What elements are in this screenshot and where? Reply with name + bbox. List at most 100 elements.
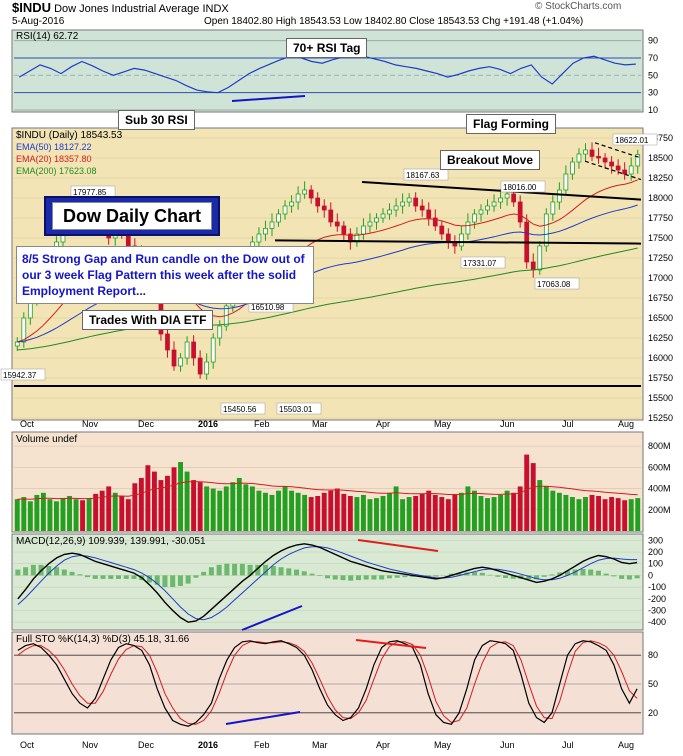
range-support-line	[274, 239, 642, 245]
volume-bar	[360, 494, 366, 531]
price-candle-body	[406, 197, 412, 203]
volume-bar	[60, 498, 66, 531]
macd-histogram-bar	[108, 575, 114, 579]
x-label-Jul: Jul	[562, 419, 574, 429]
macd-histogram-bar	[85, 575, 91, 578]
volume-bar	[125, 499, 131, 531]
price-label-15450.56: 15450.56	[223, 405, 257, 414]
breakout-callout: Breakout Move	[440, 150, 541, 170]
price-tick-18750: 18750	[648, 133, 673, 143]
ema20-legend: EMA(20) 18357.80	[16, 154, 92, 164]
price-candle-body	[269, 221, 275, 229]
volume-bar	[243, 484, 249, 531]
volume-bar	[191, 480, 197, 531]
volume-bar	[406, 497, 412, 531]
macd-tick--300: -300	[648, 605, 666, 615]
price-label-box	[220, 402, 266, 415]
price-candle-body	[217, 325, 223, 339]
macd-histogram-bar	[201, 571, 207, 576]
price-label-box	[534, 277, 580, 290]
macd-histogram-bar	[247, 564, 253, 576]
price-tick-15750: 15750	[648, 373, 673, 383]
macd-histogram-bar	[162, 575, 168, 588]
price-candle-body	[583, 149, 588, 155]
volume-bar	[315, 495, 321, 531]
price-candle-body	[517, 201, 523, 223]
volume-bar	[263, 492, 268, 531]
macd-histogram-bar	[363, 575, 369, 580]
volume-bar	[223, 486, 229, 531]
price-tick-15250: 15250	[648, 413, 673, 423]
price-candle-body	[308, 189, 314, 199]
volume-bar	[380, 495, 386, 531]
volume-bar	[517, 486, 523, 531]
volume-bar	[165, 475, 170, 531]
volume-bar	[269, 494, 275, 531]
macd-histogram-bar	[116, 575, 121, 579]
macd-tick-0: 0	[648, 570, 653, 580]
price-label-box	[276, 402, 322, 415]
x-label-bottom-Mar: Mar	[312, 740, 328, 750]
sto-d-line	[17, 640, 638, 725]
price-candle-body	[21, 317, 27, 343]
volume-bar	[256, 490, 262, 531]
price-candle-body	[609, 161, 614, 167]
flag-lower-line	[584, 160, 642, 181]
price-candle-body	[550, 201, 556, 215]
price-candle-body	[419, 205, 425, 211]
price-tick-17500: 17500	[648, 233, 673, 243]
volume-bar	[210, 488, 216, 531]
price-candle-body	[504, 193, 510, 199]
volume-bar	[485, 498, 490, 531]
macd-histogram-bar	[495, 575, 501, 577]
rsi-legend: RSI(14) 62.72	[16, 31, 79, 42]
x-label-Aug: Aug	[618, 419, 634, 429]
price-candle-body	[321, 205, 327, 211]
price-candle-body	[635, 154, 641, 167]
volume-bar	[393, 486, 399, 531]
exchange: INDX	[202, 3, 229, 15]
volume-bar	[374, 498, 379, 531]
volume-bar	[583, 497, 588, 531]
sto-tick-80: 80	[648, 650, 658, 660]
price-candle-body	[537, 245, 543, 271]
price-candle-body	[374, 217, 379, 223]
sto-legend: Full STO %K(14,3) %D(3) 45.18, 31.66	[16, 634, 190, 645]
price-candle-body	[439, 225, 445, 235]
volume-bar	[334, 488, 340, 531]
macd-tick-200: 200	[648, 547, 663, 557]
flag-forming-callout: Flag Forming	[466, 114, 556, 134]
volume-bar	[530, 463, 536, 531]
price-label-18167.63: 18167.63	[406, 171, 440, 180]
macd-histogram-bar	[595, 570, 601, 576]
macd-histogram-bar	[325, 575, 330, 579]
volume-bar	[93, 493, 99, 531]
volume-bar	[236, 477, 242, 531]
volume-bar	[543, 486, 549, 531]
volume-bar	[400, 499, 406, 531]
volume-bar	[445, 499, 451, 531]
volume-bar	[472, 490, 477, 531]
macd-histogram-bar	[301, 571, 307, 576]
macd-histogram-bar	[348, 575, 354, 581]
macd-histogram-bar	[588, 569, 594, 576]
price-candle-body	[485, 205, 490, 211]
price-candle-body	[334, 221, 340, 227]
macd-histogram-bar	[487, 574, 493, 576]
price-candle-body	[184, 341, 190, 359]
price-candle-body	[602, 157, 608, 163]
volume-bar	[569, 497, 575, 531]
price-candle-body	[511, 193, 516, 203]
rsi-tick-50: 50	[648, 70, 658, 80]
macd-histogram-bar	[46, 566, 52, 576]
rsi-tick-90: 90	[648, 36, 658, 46]
macd-histogram-bar	[448, 573, 454, 576]
vol-tick-600M: 600M	[648, 462, 671, 472]
macd-histogram-bar	[92, 575, 98, 579]
x-label-Oct: Oct	[20, 419, 35, 429]
macd-histogram-bar	[479, 572, 485, 576]
macd-histogram-bar	[355, 575, 361, 581]
volume-bar	[112, 492, 118, 531]
x-label-bottom-Apr: Apr	[376, 740, 390, 750]
